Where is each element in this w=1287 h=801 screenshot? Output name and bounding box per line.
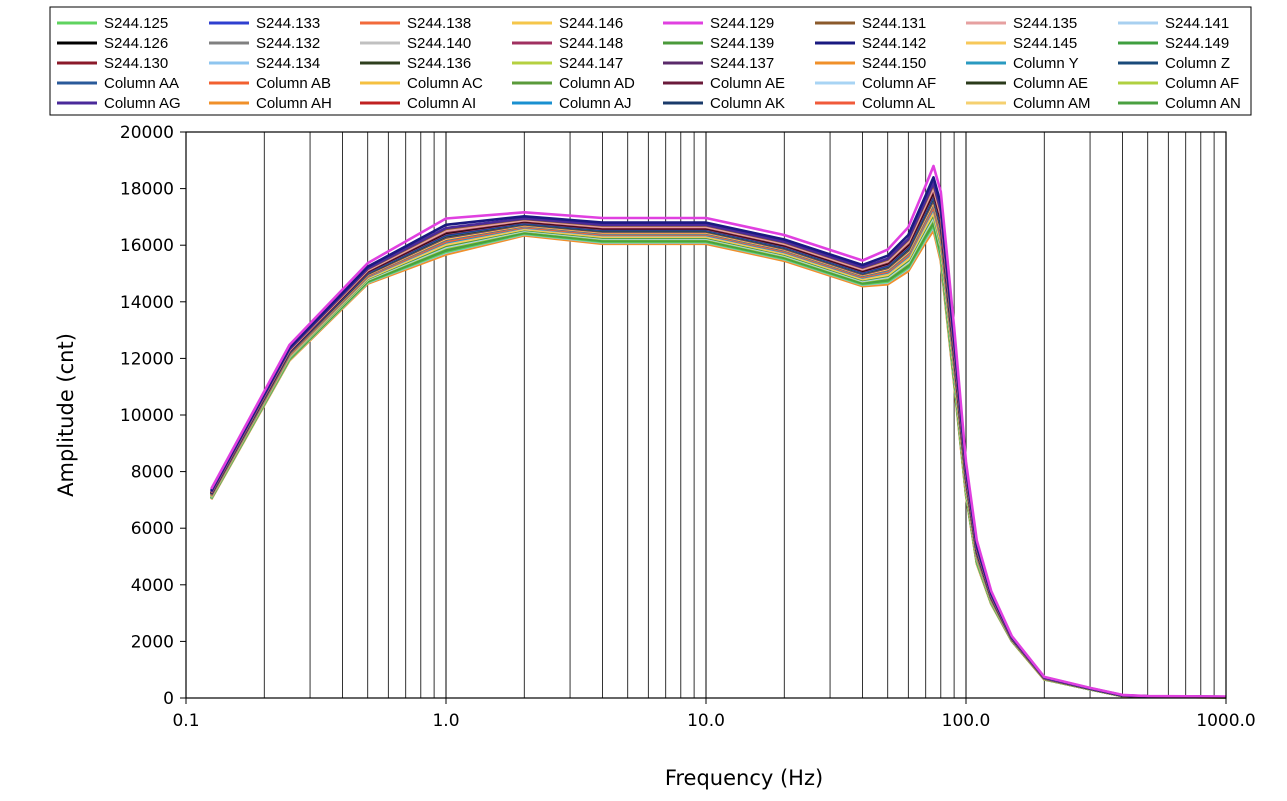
legend-box <box>49 6 1252 116</box>
legend-label: S244.142 <box>862 35 926 52</box>
legend-label: S244.133 <box>256 15 320 32</box>
x-tick-label: 100.0 <box>942 711 991 731</box>
legend-label: Column AN <box>1165 95 1241 112</box>
plot-series <box>210 164 1227 699</box>
legend-label: Column AH <box>256 95 332 112</box>
y-tick-label: 4000 <box>131 576 174 596</box>
y-axis: 0 2000 4000 6000 8000 10000 12000 14000 16000 180… <box>120 123 186 709</box>
y-tick-label: 8000 <box>131 463 174 483</box>
legend-label: S244.132 <box>256 35 320 52</box>
legend-label: Column AK <box>710 95 785 112</box>
legend-label: Column AD <box>559 75 635 92</box>
legend-label: Column Z <box>1165 55 1230 72</box>
x-tick-label: 10.0 <box>687 711 725 731</box>
legend-label: S244.150 <box>862 55 926 72</box>
legend-label: Column AG <box>104 95 181 112</box>
legend-label: S244.126 <box>104 35 168 52</box>
x-tick-label: 0.1 <box>172 711 199 731</box>
y-tick-label: 18000 <box>120 180 174 200</box>
legend-label: S244.146 <box>559 15 623 32</box>
y-tick-label: 20000 <box>120 123 174 143</box>
legend-label: S244.138 <box>407 15 471 32</box>
legend-label: S244.131 <box>862 15 926 32</box>
y-tick-label: 14000 <box>120 293 174 313</box>
legend-label: S244.141 <box>1165 15 1229 32</box>
legend-label: Column AL <box>862 95 935 112</box>
x-tick-label: 1.0 <box>432 711 459 731</box>
legend-label: S244.139 <box>710 35 774 52</box>
legend-label: Column AI <box>407 95 476 112</box>
x-axis-title: Frequency (Hz) <box>665 766 823 790</box>
legend-label: Column AF <box>1165 75 1239 92</box>
legend-label: Column AB <box>256 75 331 92</box>
legend-label: S244.136 <box>407 55 471 72</box>
legend-label: S244.137 <box>710 55 774 72</box>
legend-label: S244.149 <box>1165 35 1229 52</box>
legend-label: Column AE <box>1013 75 1088 92</box>
legend: S244.125 S244.133 S244.138 S244.146 S244.129… <box>49 6 1252 116</box>
legend-label: S244.148 <box>559 35 623 52</box>
y-tick-label: 6000 <box>131 519 174 539</box>
x-tick-label: 1000.0 <box>1196 711 1255 731</box>
legend-label: Column AE <box>710 75 785 92</box>
y-tick-label: 2000 <box>131 632 174 652</box>
legend-label: Column AJ <box>559 95 632 112</box>
legend-label: Column AA <box>104 75 179 92</box>
legend-label: S244.145 <box>1013 35 1077 52</box>
legend-label: Column AF <box>862 75 936 92</box>
y-tick-label: 10000 <box>120 406 174 426</box>
legend-label: S244.147 <box>559 55 623 72</box>
x-axis: 0.1 1.0 10.0 100.0 1000.0 <box>172 698 1256 731</box>
grid-lines <box>263 132 1215 698</box>
legend-label: S244.134 <box>256 55 320 72</box>
y-tick-label: 16000 <box>120 236 174 256</box>
y-axis-title: Amplitude (cnt) <box>54 333 78 497</box>
legend-label: S244.140 <box>407 35 471 52</box>
legend-label: Column Y <box>1013 55 1079 72</box>
y-tick-label: 0 <box>163 689 174 709</box>
y-tick-label: 12000 <box>120 349 174 369</box>
series-line <box>210 164 1227 698</box>
legend-label: S244.125 <box>104 15 168 32</box>
legend-label: S244.129 <box>710 15 774 32</box>
legend-label: Column AC <box>407 75 483 92</box>
legend-label: Column AM <box>1013 95 1091 112</box>
legend-label: S244.135 <box>1013 15 1077 32</box>
legend-label: S244.130 <box>104 55 168 72</box>
